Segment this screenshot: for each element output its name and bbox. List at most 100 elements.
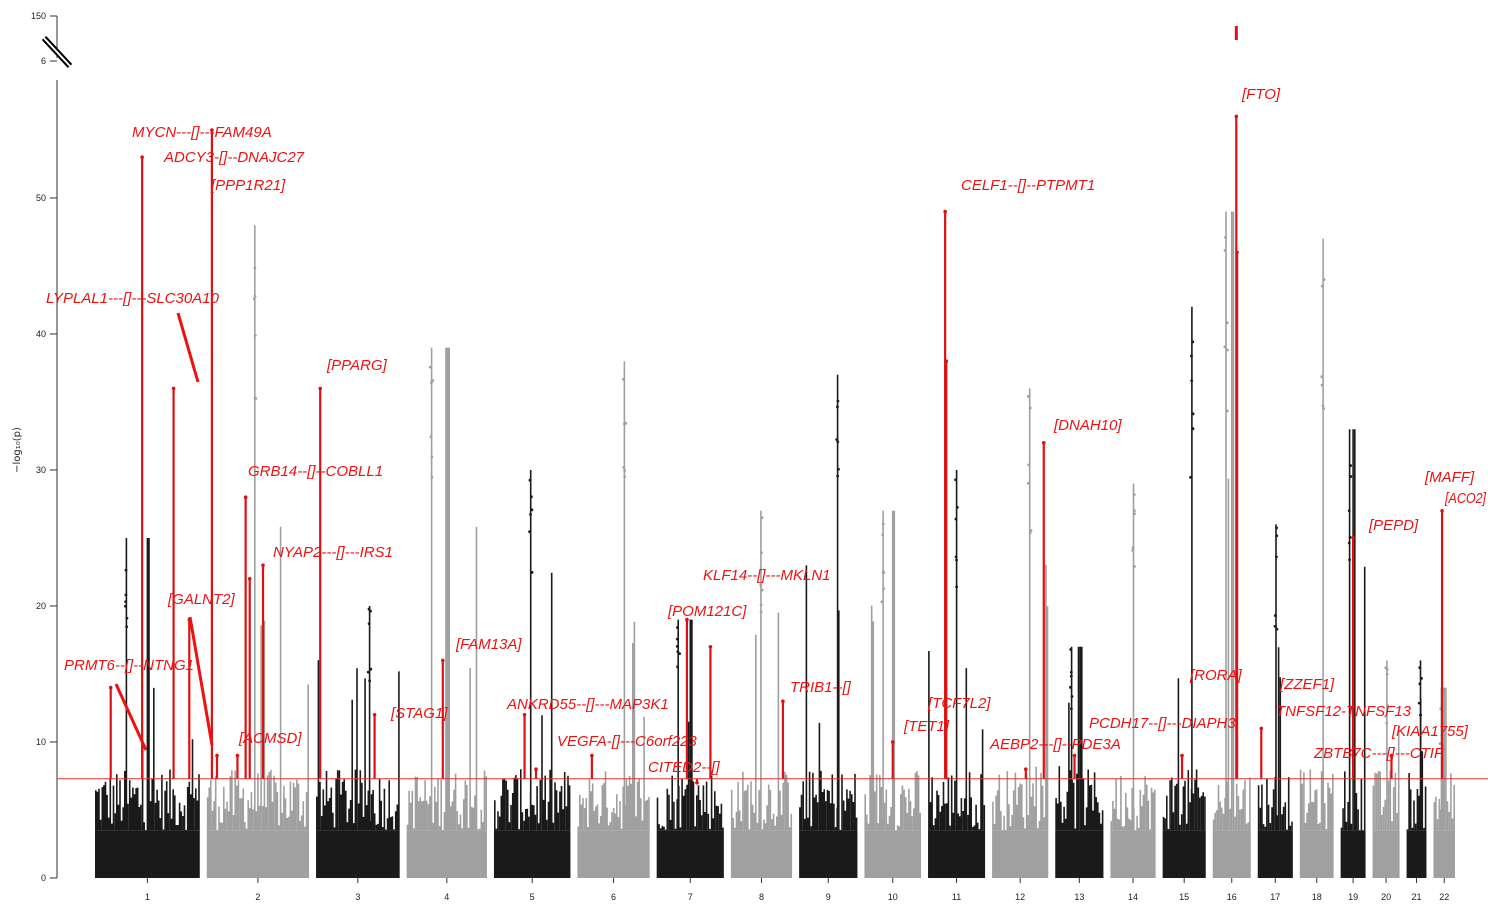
snp-point [622,465,626,469]
chromosome-spikes [1212,211,1251,831]
highlighted-peak-point [1023,767,1028,771]
snp-point [1069,648,1073,651]
gene-annotation: TRIB1--[] [790,679,852,696]
snp-point [1132,493,1136,496]
highlighted-peak-point [372,713,377,717]
snp-point [1190,354,1193,358]
highlighted-peak-point [1072,753,1077,758]
snp-point [675,645,679,648]
gene-annotation: [FAM13A] [455,636,522,653]
gene-annotation: ANKRD55--[]---MAP3K1 [506,696,669,713]
x-tick-label: 21 [1412,892,1422,902]
x-tick-label: 4 [444,892,449,902]
chromosome-spikes [1257,524,1293,831]
snp-point [1348,535,1352,539]
snp-point [369,609,372,613]
highlighted-peak-point [108,685,113,690]
snp-point [759,610,763,614]
snp-point [1191,340,1195,344]
snp-point [1191,412,1195,416]
y-tick-label: 50 [36,193,46,203]
snp-point [430,381,433,385]
snp-point [955,585,959,589]
chromosome-band [656,830,724,878]
snp-point [367,607,371,611]
highlighted-peak-point [235,753,240,758]
chromosome-spikes [730,510,793,831]
snp-point [1320,375,1324,379]
x-tick-label: 7 [688,892,693,902]
gene-annotation: PRMT6--[]--NTNG1 [64,657,194,674]
snp-point [759,584,763,587]
snp-point [621,377,625,381]
snp-point [1275,555,1278,559]
highlighted-peak-point [695,781,699,785]
snp-point [253,266,257,270]
snp-point [1321,404,1325,408]
x-tick-label: 17 [1270,892,1280,902]
snp-point [1131,546,1135,550]
highlighted-peak-point [890,740,895,744]
chromosome-spikes [1372,660,1400,831]
snp-point [1273,624,1277,628]
highlighted-peak-point [1259,726,1264,731]
snp-point [760,588,764,592]
y-tick-label: 6 [41,56,46,66]
chromosome-band [206,830,310,878]
chromosome-band [799,830,858,878]
y-tick-label: 30 [36,465,46,475]
chromosome-band [1055,830,1104,878]
gene-annotation: [FTO] [1241,86,1281,103]
x-tick-label: 19 [1348,892,1358,902]
highlighted-peak-point [1234,114,1239,119]
gene-annotation: KLF14--[]---MKLN1 [703,567,831,584]
snp-point [954,478,957,482]
snp-point [1132,565,1136,568]
highlighted-peak-point [1351,536,1355,540]
fto-top-peak [1234,26,1238,40]
snp-point [676,626,679,629]
highlighted-peak-point [944,359,949,364]
chromosome-band [1406,830,1427,878]
snp-point [1069,707,1073,711]
snp-point [1322,278,1326,281]
snp-point [1347,541,1351,545]
chromosome-band [493,830,571,878]
snp-point [1029,529,1033,532]
snp-point [528,478,532,482]
snp-point [428,365,432,369]
chromosome-spikes [206,225,309,831]
snp-point [1028,406,1032,410]
highlighted-peak-point [534,767,538,771]
snp-point [1027,463,1031,467]
snp-point [1223,345,1227,349]
gene-annotation: VEGFA-[]---C6orf223 [557,733,697,750]
snp-point [760,551,763,555]
snp-point [253,294,257,298]
highlighted-peak-point [1389,753,1394,758]
snp-point [1275,627,1279,631]
gene-annotation: NYAP2---[]---IRS1 [273,544,393,561]
y-tick-label: 0 [41,873,46,883]
highlighted-peak-point [943,209,947,214]
snp-point [1069,674,1073,678]
gene-annotation: [ZZEF1] [1279,676,1335,693]
gene-annotation: TNFSF12-TNFSF13 [1276,703,1412,720]
snp-point [1028,531,1032,535]
snp-point [530,570,534,574]
snp-point [431,379,435,382]
gene-annotation: [GALNT2] [167,591,236,608]
snp-point [1224,235,1227,239]
highlighted-peak-point [1440,509,1444,513]
highlighted-loci [108,26,1444,785]
y-tick-label: 40 [36,329,46,339]
snp-point [1419,713,1422,717]
snp-point [528,530,531,534]
x-tick-label: 20 [1381,892,1391,902]
chromosome-spikes [1299,238,1334,831]
snp-point [678,652,682,656]
snp-point [760,516,764,520]
y-axis-label: −log₁₀(p) [12,427,23,473]
snp-point [429,435,433,439]
